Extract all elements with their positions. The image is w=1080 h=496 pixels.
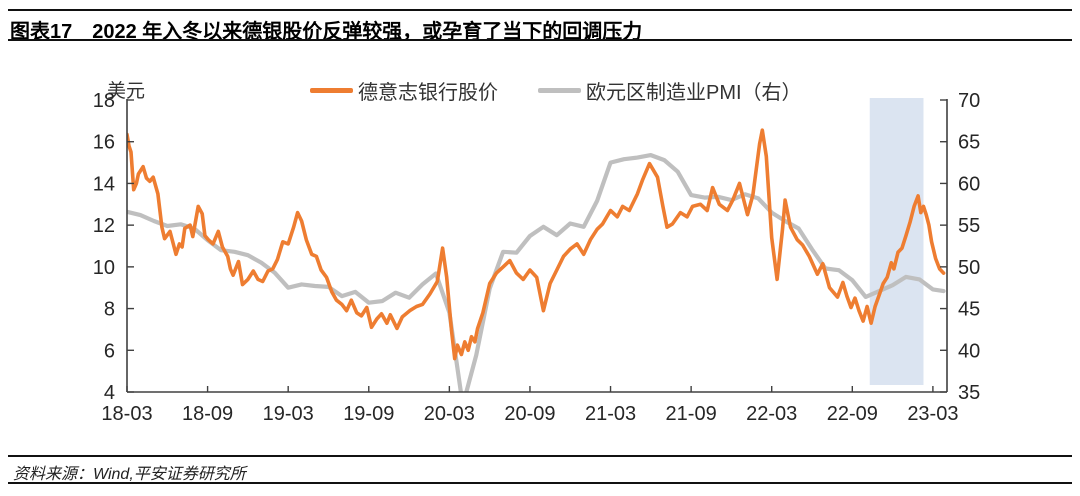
right-axis-tick-label: 40 bbox=[958, 340, 980, 362]
x-axis-tick-label: 21-09 bbox=[666, 403, 717, 425]
legend-item-db-price: 德意志银行股价 bbox=[310, 76, 498, 105]
figure-title-text: 2022 年入冬以来德银股价反弹较强，或孕育了当下的回调压力 bbox=[92, 21, 643, 43]
x-axis-tick-label: 22-03 bbox=[746, 403, 797, 425]
left-axis-tick-label: 16 bbox=[93, 132, 115, 154]
right-axis-tick-label: 35 bbox=[958, 382, 980, 404]
left-axis-tick-label: 10 bbox=[93, 257, 115, 279]
legend-line-swatch-orange bbox=[310, 88, 353, 93]
series-pmi-line bbox=[127, 153, 946, 392]
x-axis-tick-label: 19-03 bbox=[263, 403, 314, 425]
left-axis-tick-label: 12 bbox=[93, 215, 115, 237]
x-axis-tick-label: 18-09 bbox=[182, 403, 233, 425]
x-axis-tick-label: 20-09 bbox=[504, 403, 555, 425]
top-rule bbox=[8, 9, 1072, 11]
series-group bbox=[127, 128, 946, 392]
left-axis-tick-label: 6 bbox=[104, 340, 115, 362]
right-axis-tick-label: 70 bbox=[958, 90, 980, 112]
figure-tag: 图表17 bbox=[10, 21, 73, 43]
chart-legend: 德意志银行股价 欧元区制造业PMI（右） bbox=[310, 76, 802, 105]
title-rule bbox=[8, 39, 1072, 41]
x-axis-tick-label: 23-03 bbox=[907, 403, 958, 425]
x-axis-tick-label: 20-03 bbox=[424, 403, 475, 425]
right-axis-tick-label: 65 bbox=[958, 132, 980, 154]
source-note: 资料来源：Wind,平安证券研究所 bbox=[13, 466, 246, 483]
x-axis-tick-label: 21-03 bbox=[585, 403, 636, 425]
source-rule-bottom bbox=[8, 482, 1072, 484]
left-axis-tick-label: 18 bbox=[93, 90, 115, 112]
left-axis-tick-label: 4 bbox=[104, 382, 115, 404]
left-axis-unit-label: 美元 bbox=[107, 81, 146, 102]
x-axis-tick-label: 18-03 bbox=[101, 403, 152, 425]
left-axis-tick-label: 8 bbox=[104, 299, 115, 321]
left-axis-tick-label: 14 bbox=[93, 173, 115, 195]
legend-item-pmi: 欧元区制造业PMI（右） bbox=[538, 76, 802, 105]
right-axis-tick-label: 45 bbox=[958, 299, 980, 321]
legend-label: 德意志银行股价 bbox=[358, 82, 498, 104]
x-axis-tick-label: 19-09 bbox=[343, 403, 394, 425]
right-axis-tick-label: 55 bbox=[958, 215, 980, 237]
legend-label: 欧元区制造业PMI（右） bbox=[586, 82, 802, 104]
right-axis-tick-label: 50 bbox=[958, 257, 980, 279]
x-axis-tick-label: 22-09 bbox=[827, 403, 878, 425]
source-rule-top bbox=[8, 455, 1072, 457]
figure-title: 图表17 2022 年入冬以来德银股价反弹较强，或孕育了当下的回调压力 bbox=[10, 15, 642, 44]
legend-line-swatch-gray bbox=[538, 88, 581, 93]
right-axis-tick-label: 60 bbox=[958, 173, 980, 195]
highlight-region-winter-rebound bbox=[869, 98, 924, 385]
series-db-price-line bbox=[127, 128, 946, 361]
